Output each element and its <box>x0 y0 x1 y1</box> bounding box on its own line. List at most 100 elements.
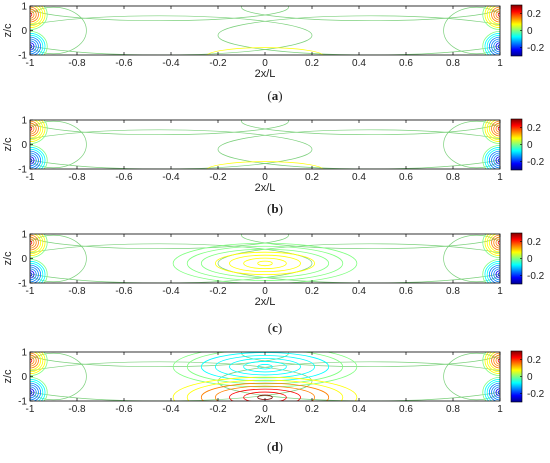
center-contour <box>172 376 358 401</box>
edge-contour <box>30 356 35 365</box>
edge-contour <box>30 380 44 401</box>
edge-contour <box>30 44 33 49</box>
weak-contour <box>443 120 500 169</box>
x-tick-label: 1 <box>497 58 503 69</box>
edge-contour <box>30 6 42 25</box>
edge-contour <box>30 30 48 55</box>
edge-contour <box>30 148 44 169</box>
x-tick-label: 0.2 <box>305 286 319 297</box>
x-tick-label: 0.6 <box>399 404 413 415</box>
x-tick-label: -0.2 <box>209 58 227 69</box>
edge-contour <box>30 388 35 397</box>
edge-contour <box>30 154 37 167</box>
edge-contour <box>30 120 46 143</box>
edge-contour <box>30 146 46 169</box>
center-contour <box>257 364 273 370</box>
edge-contour <box>30 378 46 401</box>
panel-b: -1 -0.8 -0.6 -0.4 -0.2 0 0.2 0.4 0.6 0.8 1 -1 0 1 2x/L… <box>2 116 545 217</box>
x-tick-label: -0.6 <box>115 172 133 183</box>
center-contour <box>186 379 344 401</box>
x-tick-label: 0.2 <box>305 404 319 415</box>
y-tick-label: -1 <box>18 397 27 408</box>
edge-contour <box>30 352 48 377</box>
edge-contour <box>30 386 37 399</box>
colorbar-tick-label: 0 <box>527 26 533 37</box>
center-contour <box>243 391 287 401</box>
colorbar-tick-label: -0.2 <box>527 389 545 400</box>
edge-contour <box>30 150 42 169</box>
edge-contour <box>30 6 46 29</box>
colorbar-tick-label: 0 <box>527 140 533 151</box>
y-tick-label: 0 <box>21 26 27 37</box>
x-tick-label: -1 <box>26 404 35 415</box>
edge-contour <box>30 234 39 251</box>
edge-contour <box>30 120 44 141</box>
x-tick-label: 0.4 <box>352 58 366 69</box>
y-axis-label: z/c <box>2 369 14 384</box>
y-tick-label: -1 <box>18 279 27 290</box>
x-tick-label: 0.8 <box>446 172 460 183</box>
colorbar-tick-label: 0.2 <box>527 355 541 366</box>
edge-contour <box>30 390 33 395</box>
x-tick-label: -0.8 <box>68 404 86 415</box>
edge-contour <box>30 122 37 135</box>
center-contour <box>186 352 344 385</box>
panel-a: -1 -0.8 -0.6 -0.4 -0.2 0 0.2 0.4 0.6 0.8 1 -1 0 1 2x/L… <box>2 2 545 104</box>
edge-contour <box>30 382 42 401</box>
x-tick-label: 0.8 <box>446 286 460 297</box>
center-contour <box>215 355 315 379</box>
edge-contour <box>30 268 37 281</box>
edge-contour <box>30 354 37 367</box>
panel-d: -1 -0.8 -0.6 -0.4 -0.2 0 0.2 0.4 0.6 0.8 1 -1 0 1 2x/L… <box>2 348 545 455</box>
colorbar-tick-label: -0.2 <box>527 271 545 282</box>
x-tick-label: -0.4 <box>162 172 180 183</box>
weak-contour <box>241 6 500 22</box>
center-contour <box>206 161 324 169</box>
center-contour <box>229 358 301 376</box>
colorbar-tick-label: 0 <box>527 372 533 383</box>
weak-contour <box>217 129 500 169</box>
x-tick-label: -0.2 <box>209 404 227 415</box>
colorbar-tick-label: 0 <box>527 254 533 265</box>
x-tick-label: -0.2 <box>209 172 227 183</box>
x-tick-label: -0.8 <box>68 286 86 297</box>
panel-caption: (a) <box>267 88 282 103</box>
y-tick-label: 1 <box>21 348 27 359</box>
y-tick-label: 0 <box>21 254 27 265</box>
center-contour <box>243 361 287 373</box>
y-axis-label: z/c <box>2 137 14 152</box>
x-tick-label: 0.8 <box>446 404 460 415</box>
edge-contour <box>30 6 39 23</box>
edge-contour <box>30 40 37 53</box>
colorbar-tick-label: -0.2 <box>527 43 545 54</box>
x-tick-label: 0 <box>262 58 268 69</box>
center-contour <box>243 257 287 270</box>
weak-contour <box>30 6 87 55</box>
y-tick-label: 1 <box>21 2 27 13</box>
x-tick-label: -0.6 <box>115 58 133 69</box>
edge-contour <box>30 234 44 255</box>
weak-contour <box>217 243 500 283</box>
contour-group <box>30 234 500 283</box>
edge-contour <box>30 236 37 249</box>
edge-contour <box>30 258 48 283</box>
x-tick-label: 1 <box>497 172 503 183</box>
edge-contour <box>30 234 46 257</box>
edge-contour <box>30 156 35 165</box>
panels-root: -1 -0.8 -0.6 -0.4 -0.2 0 0.2 0.4 0.6 0.8 1 -1 0 1 2x/L… <box>2 2 545 455</box>
x-tick-label: 0.4 <box>352 172 366 183</box>
center-contour <box>229 254 301 273</box>
edge-contour <box>30 32 46 55</box>
panel-c: -1 -0.8 -0.6 -0.4 -0.2 0 0.2 0.4 0.6 0.8 1 -1 0 1 2x/L… <box>2 230 545 336</box>
edge-contour <box>30 240 33 245</box>
panel-caption: (b) <box>267 201 283 216</box>
x-tick-label: 0 <box>262 404 268 415</box>
x-tick-label: -0.4 <box>162 404 180 415</box>
y-axis-label: z/c <box>2 251 14 266</box>
center-contour <box>200 248 330 278</box>
y-axis-label: z/c <box>2 23 14 38</box>
weak-contour <box>30 120 87 169</box>
edge-contour <box>30 10 35 19</box>
edge-contour <box>30 262 44 283</box>
